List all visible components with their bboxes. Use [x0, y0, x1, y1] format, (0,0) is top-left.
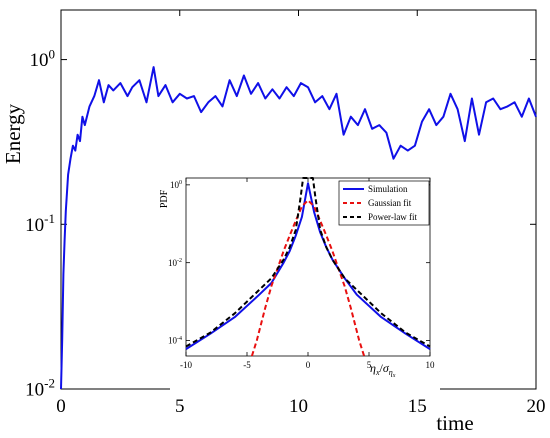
inset-series-group [185, 177, 431, 357]
inset-x-label-sub-x: x [375, 368, 380, 377]
main-y-tick-label-exponent: -1 [44, 211, 55, 226]
inset-tick-marks [185, 178, 431, 356]
inset-x-tick-label: -5 [243, 360, 251, 370]
main-y-tick-label-base: 10 [25, 380, 44, 401]
inset-legend: Simulation Gaussian fit Power-law fit [338, 180, 430, 226]
main-y-tick-label-base: 10 [30, 50, 49, 71]
main-x-tick-label: 0 [56, 396, 66, 417]
inset-x-tick-label: 0 [306, 360, 311, 370]
inset-y-tick-label: 10-4 [168, 336, 182, 346]
inset-x-label-sub-sub-x: x [392, 373, 396, 379]
inset-x-label-sub-eta: η [389, 368, 393, 377]
main-x-tick-label: 15 [408, 396, 427, 417]
inset-x-label-slash: / [380, 361, 384, 375]
inset-x-tick-label: 5 [367, 360, 372, 370]
legend-label-simulation: Simulation [368, 184, 408, 194]
main-y-tick-label-exponent: 0 [49, 46, 56, 61]
inset-x-axis-label: ηx/σηx [370, 361, 396, 379]
inset-series-line-2 [185, 177, 431, 348]
inset-y-tick-label-exponent: -4 [177, 336, 182, 342]
main-y-axis-label: Energy [1, 103, 25, 164]
inset-y-tick-label: 100 [170, 180, 182, 190]
main-y-tick-label: 10-1 [25, 211, 55, 236]
inset-y-axis-label: PDF [159, 189, 170, 208]
inset-x-label-sigma: σ [383, 361, 390, 375]
main-y-tick-label-exponent: -2 [44, 376, 55, 391]
inset-series-line-1 [250, 199, 366, 357]
main-series-line-0 [60, 66, 537, 390]
main-x-axis-label: time [436, 411, 473, 435]
main-x-tick-label: 10 [289, 396, 308, 417]
legend-label-gaussian: Gaussian fit [368, 198, 412, 208]
inset-x-tick-label: 10 [426, 360, 436, 370]
inset-x-label-eta: η [370, 361, 376, 375]
main-y-tick-label: 10-2 [25, 376, 55, 401]
main-x-tick-labels: 0 5 10 15 20 [56, 396, 545, 417]
inset-y-tick-label-exponent: 0 [179, 180, 182, 186]
main-series-group [60, 66, 537, 390]
inset-x-tick-labels: -10 -5 0 5 10 [180, 360, 435, 370]
inset-y-tick-label-exponent: -2 [177, 258, 182, 264]
inset-series-line-0 [185, 182, 431, 350]
inset-y-tick-label-base: 10 [168, 258, 178, 268]
main-x-tick-label: 5 [175, 396, 185, 417]
inset-x-tick-label: -10 [180, 360, 192, 370]
main-x-tick-label: 20 [527, 396, 546, 417]
legend-label-power-law: Power-law fit [368, 212, 418, 222]
inset-y-tick-label: 10-2 [168, 258, 182, 268]
inset-y-tick-label-base: 10 [170, 180, 180, 190]
inset-y-tick-label-base: 10 [168, 336, 178, 346]
main-y-tick-label-base: 10 [25, 215, 44, 236]
main-y-tick-label: 100 [30, 46, 56, 71]
